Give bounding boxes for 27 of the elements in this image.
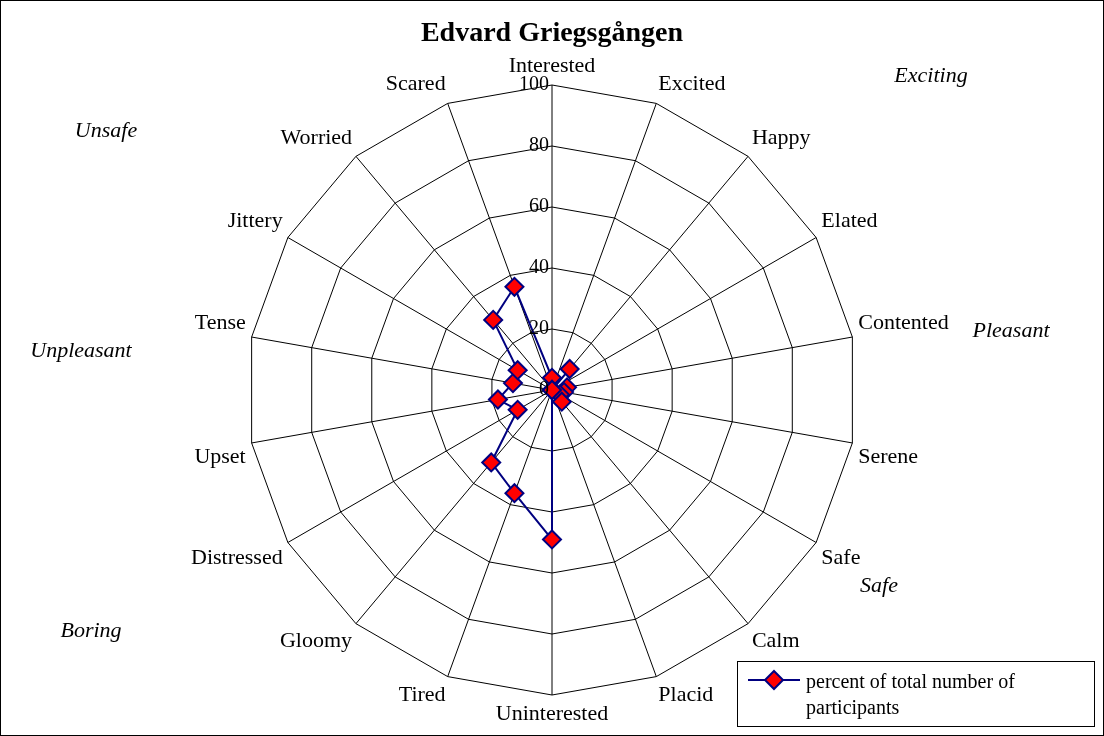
spoke-label: Tired (398, 681, 446, 707)
spoke-label: Gloomy (279, 627, 353, 653)
spoke-label: Upset (194, 442, 246, 468)
legend-label: percent of total number of participants (806, 669, 1016, 720)
spoke-label: Excited (658, 70, 726, 96)
spoke-label: Uninterested (495, 699, 609, 725)
spoke-label: Placid (658, 681, 714, 707)
spoke-label: Contented (858, 308, 949, 334)
spoke-label: Jittery (227, 207, 283, 233)
text: Pleasant (971, 316, 1051, 342)
y-tick-label: 0 (539, 377, 549, 400)
spoke-label: Tense (194, 308, 246, 334)
text: Unpleasant (30, 336, 133, 362)
spoke-label: Happy (751, 124, 811, 150)
text: Unsafe (74, 116, 138, 142)
chart-title: Edvard Griegsgången (420, 16, 684, 48)
spoke-label: Distressed (191, 544, 283, 570)
text: Boring (60, 616, 122, 642)
spoke-label: Serene (858, 442, 919, 468)
spoke-label: Scared (385, 70, 446, 96)
text: Safe (860, 571, 899, 597)
spoke-label: Elated (821, 207, 878, 233)
spoke-label: Worried (280, 124, 353, 150)
spoke-label: Safe (821, 544, 861, 570)
text: Exciting (893, 61, 968, 87)
spoke-label: Interested (508, 51, 596, 77)
spoke-label: Calm (751, 627, 800, 653)
